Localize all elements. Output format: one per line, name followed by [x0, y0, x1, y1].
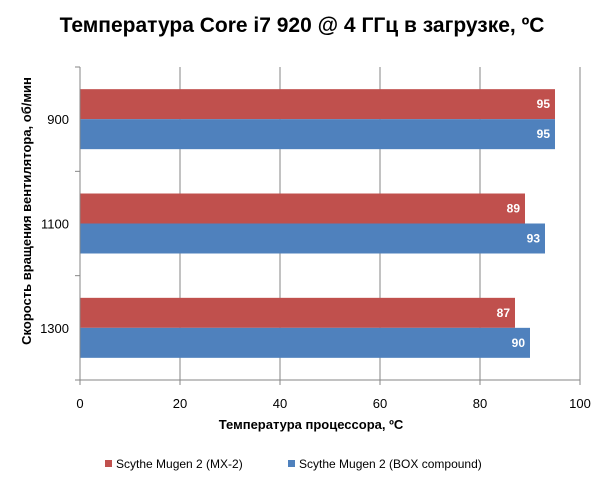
data-label: 89: [507, 202, 521, 216]
bar: [80, 193, 525, 224]
x-tick-label: 40: [273, 396, 287, 411]
x-tick-label: 0: [76, 396, 83, 411]
bars: 95 95 89 93 87 90: [80, 89, 555, 358]
y-tick-label: 900: [47, 112, 69, 127]
legend-label: Scythe Mugen 2 (MX-2): [116, 457, 243, 471]
legend: Scythe Mugen 2 (MX-2) Scythe Mugen 2 (BOX…: [105, 457, 482, 471]
bar: [80, 297, 515, 328]
x-tick-label: 60: [373, 396, 387, 411]
x-tick-label: 100: [569, 396, 591, 411]
x-tick-label: 80: [473, 396, 487, 411]
y-tick-label: 1100: [41, 217, 69, 232]
legend-swatch: [105, 460, 112, 467]
legend-label: Scythe Mugen 2 (BOX compound): [299, 457, 482, 471]
data-label: 90: [512, 336, 526, 350]
legend-swatch: [288, 460, 295, 467]
axes: 0 20 40 60 80 100 900 1100 1300: [40, 66, 591, 411]
bar: [80, 327, 530, 358]
data-label: 95: [537, 127, 551, 141]
data-label: 87: [497, 306, 511, 320]
x-axis-title: Температура процессора, ºС: [219, 417, 404, 432]
chart-title: Температура Core i7 920 @ 4 ГГц в загруз…: [60, 14, 545, 37]
x-tick-label: 20: [173, 396, 187, 411]
bar: [80, 223, 545, 254]
data-label: 95: [537, 97, 551, 111]
bar: [80, 89, 555, 120]
y-axis-title: Скорость вращения вентилятора, об/мин: [19, 77, 34, 345]
data-label: 93: [527, 232, 541, 246]
y-tick-label: 1300: [40, 321, 69, 336]
bar: [80, 119, 555, 150]
